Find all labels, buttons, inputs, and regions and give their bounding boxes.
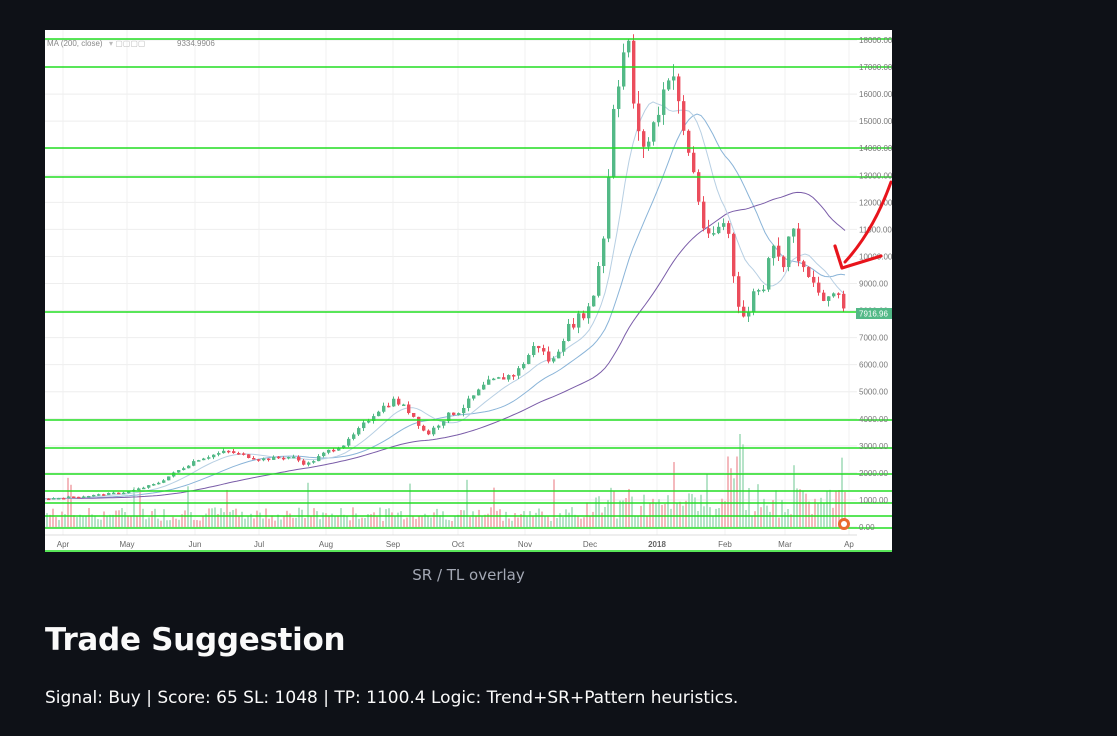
legend-value: 9334.9906	[177, 39, 215, 48]
svg-text:Aug: Aug	[319, 540, 333, 549]
svg-text:17000.00: 17000.00	[859, 63, 892, 72]
svg-text:Mar: Mar	[778, 540, 792, 549]
volume-bars	[46, 434, 846, 527]
svg-text:4000.00: 4000.00	[859, 415, 888, 424]
tradingview-logo-icon	[838, 518, 850, 530]
svg-text:Jul: Jul	[254, 540, 264, 549]
svg-text:2000.00: 2000.00	[859, 469, 888, 478]
support-resistance-lines	[45, 38, 892, 552]
svg-text:May: May	[119, 540, 134, 549]
svg-text:2018: 2018	[648, 540, 666, 549]
svg-text:Sep: Sep	[386, 540, 401, 549]
top-bar	[0, 0, 1117, 30]
svg-text:16000.00: 16000.00	[859, 90, 892, 99]
price-chart: 18000.00 17000.00 16000.00 15000.00 14000.00…	[45, 30, 892, 552]
legend-label: MA (200, close)	[47, 39, 103, 48]
chart-image: 18000.00 17000.00 16000.00 15000.00 14000.00…	[45, 30, 892, 552]
svg-text:7000.00: 7000.00	[859, 334, 888, 343]
svg-text:0.00: 0.00	[859, 523, 875, 532]
svg-text:9000.00: 9000.00	[859, 280, 888, 289]
svg-text:1000.00: 1000.00	[859, 496, 888, 505]
svg-text:Feb: Feb	[718, 540, 732, 549]
svg-text:6000.00: 6000.00	[859, 361, 888, 370]
svg-text:15000.00: 15000.00	[859, 117, 892, 126]
svg-text:Apr: Apr	[57, 540, 70, 549]
svg-text:Oct: Oct	[452, 540, 465, 549]
svg-text:12000.00: 12000.00	[859, 198, 892, 207]
svg-text:13000.00: 13000.00	[859, 171, 892, 180]
section-heading: Trade Suggestion	[45, 622, 346, 658]
legend-icons: ▾ ▢▢▢▢	[109, 39, 145, 48]
last-price-tag: 7916.96	[856, 308, 892, 319]
trade-suggestion-text: Signal: Buy | Score: 65 SL: 1048 | TP: 1…	[45, 688, 739, 708]
time-axis: Apr May Jun Jul Aug Sep Oct Nov Dec 2018 Feb Mar Ap	[45, 534, 857, 549]
svg-text:Dec: Dec	[583, 540, 597, 549]
svg-text:14000.00: 14000.00	[859, 144, 892, 153]
svg-text:18000.00: 18000.00	[859, 36, 892, 45]
svg-text:Nov: Nov	[518, 540, 532, 549]
svg-text:3000.00: 3000.00	[859, 442, 888, 451]
candlesticks	[47, 34, 846, 501]
annotation-arrow	[833, 180, 892, 270]
image-caption: SR / TL overlay	[412, 566, 525, 584]
svg-text:5000.00: 5000.00	[859, 388, 888, 397]
last-price-label: 7916.96	[859, 310, 888, 319]
svg-text:Jun: Jun	[189, 540, 202, 549]
chart-background	[45, 30, 892, 552]
svg-text:11000.00: 11000.00	[859, 225, 892, 234]
svg-text:Ap: Ap	[844, 540, 854, 549]
